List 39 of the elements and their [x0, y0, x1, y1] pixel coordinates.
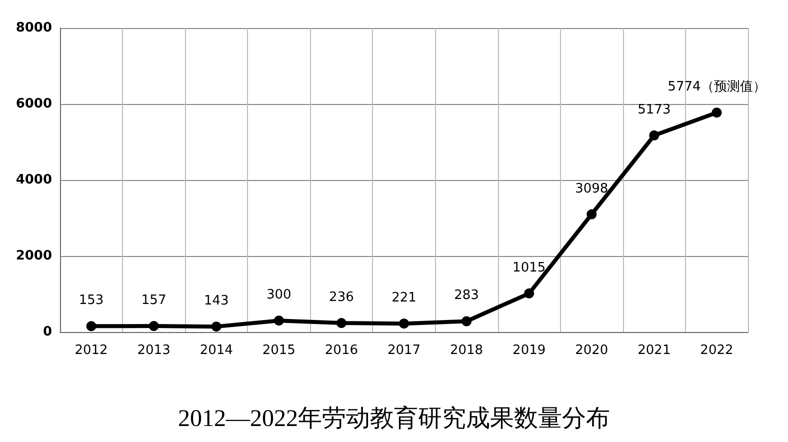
data-label: 3098: [575, 181, 608, 196]
point: [274, 316, 284, 326]
x-tick-label: 2015: [262, 343, 296, 358]
text: 2012—2022年劳动教育研究成果数量分布: [178, 405, 610, 432]
x-tick-label: 2019: [512, 343, 546, 358]
data-label: 236: [329, 290, 354, 306]
data-label: 283: [454, 288, 479, 304]
y-tick-label: 2000: [16, 248, 52, 264]
data-label: 300: [266, 288, 292, 303]
point: [86, 321, 96, 332]
y-tick-label: 6000: [16, 96, 52, 112]
point: [649, 130, 660, 140]
x-tick-label: 2013: [137, 343, 170, 358]
point: [712, 108, 722, 118]
point: [148, 321, 159, 332]
point: [336, 318, 346, 328]
data-label: 143: [204, 294, 229, 309]
x-tick-label: 2017: [387, 343, 421, 358]
data-label: 5774（预测值）: [668, 80, 766, 95]
x-tick-label: 2014: [200, 343, 233, 358]
data-label: 1015: [512, 260, 546, 276]
y-tick-label: 0: [42, 324, 52, 340]
y-tick-label: 4000: [16, 172, 52, 188]
x-tick-label: 2021: [638, 343, 671, 358]
data-label: 153: [78, 293, 104, 308]
point: [462, 316, 472, 326]
point: [524, 288, 534, 298]
x-tick-label: 2016: [324, 343, 358, 358]
x-tick-label: 2022: [700, 343, 734, 358]
x-tick-label: 2012: [74, 343, 108, 358]
y-tick-label: 8000: [16, 20, 52, 36]
x-tick-label: 2020: [575, 343, 608, 358]
point: [211, 322, 222, 332]
point: [586, 209, 597, 220]
x-tick-label: 2018: [450, 343, 484, 358]
data-label: 5173: [638, 102, 671, 118]
data-label: 157: [141, 293, 166, 308]
data-label: 221: [392, 290, 416, 306]
point: [399, 318, 409, 329]
